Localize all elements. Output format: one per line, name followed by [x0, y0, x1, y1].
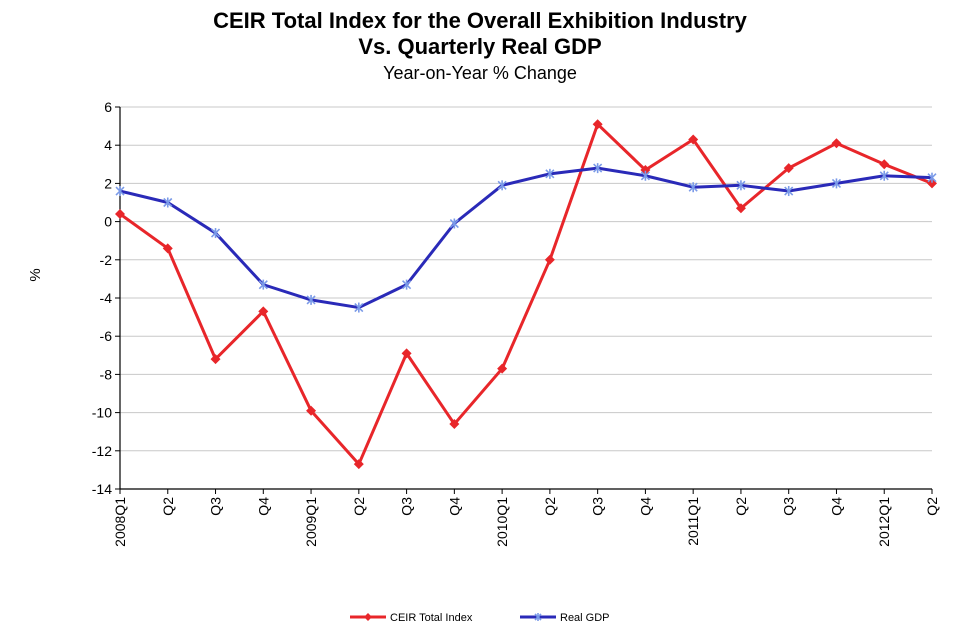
y-axis-ticks: 6 4 2 0 -2 -4 -6 -8 -10 -12 -14	[92, 99, 120, 497]
data-point-real-gdp	[497, 180, 507, 191]
data-point-ceir-total-index	[592, 119, 603, 130]
legend-label-ceir-total-index: CEIR Total Index	[390, 612, 473, 624]
data-point-ceir-total-index	[210, 354, 221, 365]
data-point-real-gdp	[879, 170, 889, 181]
y-tick-label: -12	[92, 443, 112, 459]
y-tick-label: 6	[104, 99, 112, 115]
y-tick-label: 4	[104, 137, 112, 153]
x-tick-label: Q3	[208, 497, 224, 516]
y-tick-label: -4	[100, 290, 113, 306]
data-point-real-gdp	[354, 302, 364, 313]
data-point-ceir-total-index	[688, 134, 699, 145]
x-tick-label: Q4	[637, 497, 653, 516]
x-tick-label: 2010Q1	[494, 497, 510, 547]
y-tick-label: 0	[104, 214, 112, 230]
x-tick-label: Q4	[828, 497, 844, 516]
data-point-ceir-total-index	[544, 254, 555, 265]
x-tick-label: 2011Q1	[685, 497, 701, 546]
y-tick-label: -10	[92, 405, 112, 421]
data-point-ceir-total-index	[735, 203, 746, 214]
data-point-real-gdp	[927, 172, 937, 183]
x-tick-label: Q2	[542, 497, 558, 516]
gridlines	[120, 106, 932, 490]
y-axis-label: %	[27, 268, 44, 281]
chart-title-line2: Vs. Quarterly Real GDP	[358, 34, 602, 59]
data-point-real-gdp	[402, 279, 412, 290]
x-tick-label: Q3	[781, 497, 797, 516]
data-point-ceir-total-index	[401, 348, 412, 359]
data-point-real-gdp	[831, 178, 842, 189]
x-tick-label: Q4	[255, 497, 271, 516]
legend-marker-real-gdp	[534, 613, 542, 621]
x-tick-label: 2008Q1	[112, 497, 128, 547]
data-point-real-gdp	[306, 294, 316, 305]
chart-title: CEIR Total Index for the Overall Exhibit…	[213, 8, 747, 33]
series-line-ceir-total-index	[119, 122, 933, 466]
data-point-real-gdp	[545, 168, 555, 179]
legend-label-real-gdp: Real GDP	[560, 612, 610, 624]
chart-subtitle: Year-on-Year % Change	[383, 63, 577, 83]
y-tick-label: 2	[104, 175, 112, 191]
data-point-real-gdp	[688, 182, 698, 193]
data-point-ceir-total-index	[353, 459, 364, 470]
y-tick-label: -6	[100, 328, 113, 344]
x-tick-label: Q3	[399, 497, 415, 516]
data-point-real-gdp	[593, 163, 603, 174]
data-point-real-gdp	[736, 180, 746, 191]
data-point-ceir-total-index	[115, 208, 125, 219]
data-point-real-gdp	[449, 218, 459, 229]
series-layer	[115, 119, 937, 470]
x-tick-label: Q2	[160, 497, 176, 516]
x-tick-label: Q3	[590, 497, 606, 516]
data-point-ceir-total-index	[783, 163, 794, 174]
data-point-ceir-total-index	[306, 405, 317, 416]
legend-marker-ceir-total-index	[364, 613, 372, 621]
series-line-real-gdp	[119, 166, 933, 310]
data-point-real-gdp	[115, 186, 125, 197]
data-point-ceir-total-index	[831, 138, 842, 149]
data-point-ceir-total-index	[879, 159, 890, 170]
x-axis-ticks: 2008Q1 Q2 Q3 Q4 2009Q1 Q2 Q3 Q4 2010Q1 Q2 Q3 Q4 2011…	[112, 489, 940, 547]
legend: CEIR Total Index Real GDP	[350, 612, 610, 624]
data-point-real-gdp	[163, 197, 173, 208]
data-point-real-gdp	[640, 170, 650, 181]
data-point-real-gdp	[784, 186, 794, 197]
x-tick-label: Q2	[351, 497, 367, 516]
x-tick-label: Q4	[446, 497, 462, 516]
data-point-ceir-total-index	[258, 306, 269, 317]
data-point-ceir-total-index	[497, 363, 508, 374]
data-point-real-gdp	[210, 228, 221, 239]
y-tick-label: -2	[100, 252, 113, 268]
x-tick-label: Q2	[924, 497, 940, 516]
x-tick-label: 2012Q1	[876, 497, 892, 547]
data-point-ceir-total-index	[162, 243, 173, 254]
x-tick-label: 2009Q1	[303, 497, 319, 547]
data-point-real-gdp	[258, 279, 268, 290]
x-tick-label: Q2	[733, 497, 749, 516]
y-tick-label: -14	[92, 481, 112, 497]
y-tick-label: -8	[100, 366, 113, 382]
data-point-ceir-total-index	[449, 419, 460, 430]
